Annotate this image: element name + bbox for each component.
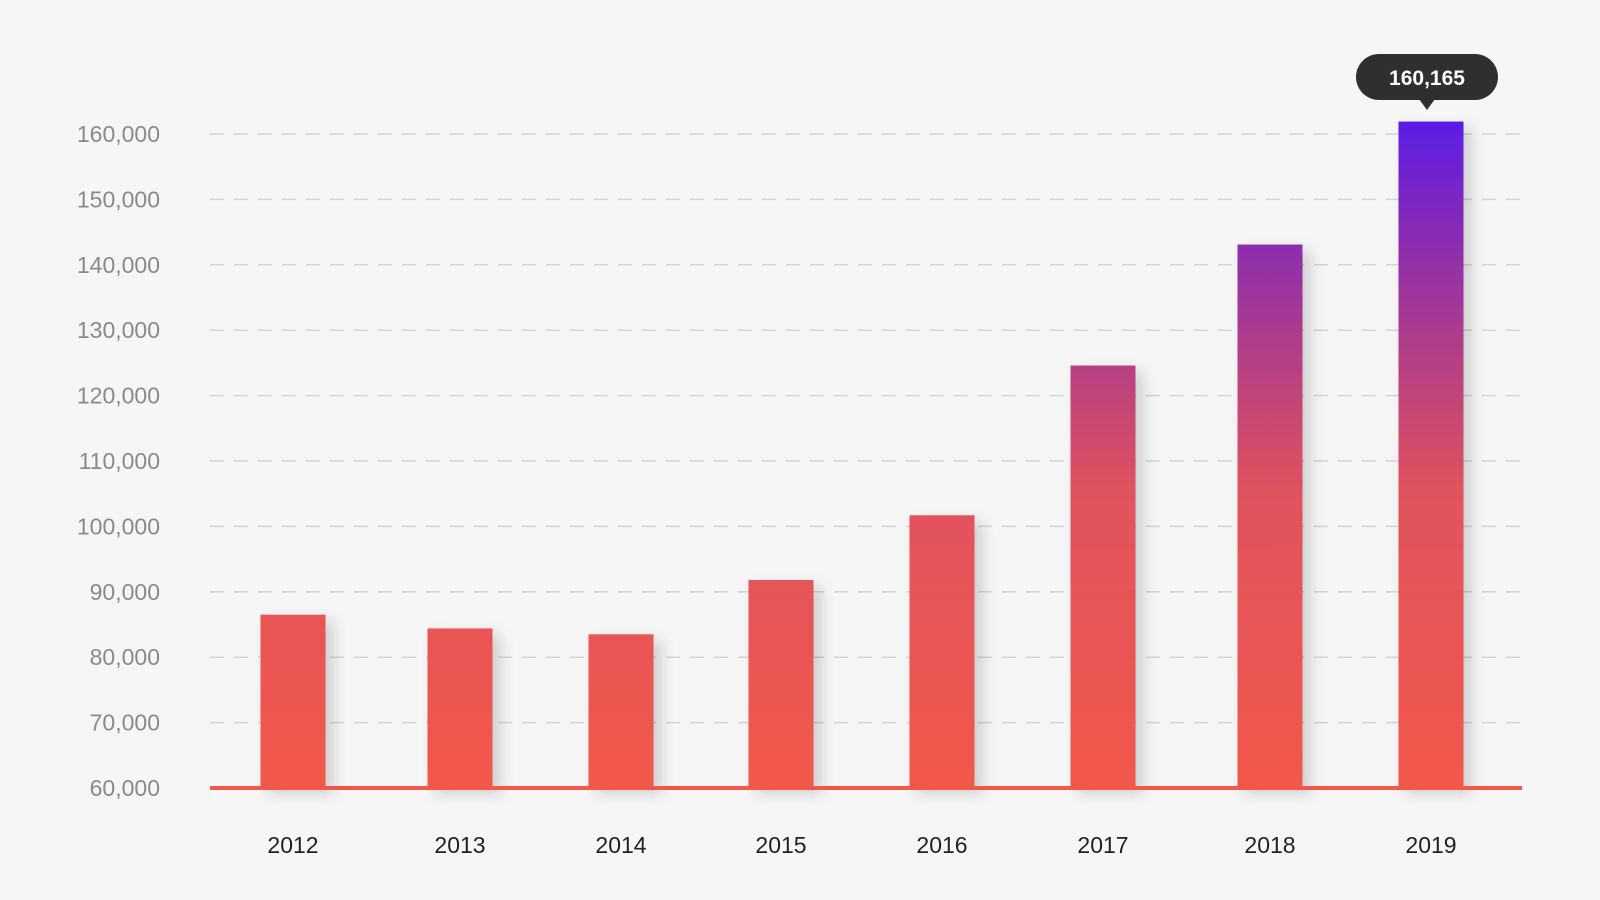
y-tick-label: 70,000 [90,710,160,736]
bar-2019[interactable] [1398,121,1464,789]
y-tick-label: 120,000 [77,383,160,409]
y-tick-label: 110,000 [79,448,160,474]
bars [260,121,1464,789]
bar-2013[interactable] [427,628,493,788]
bar-2014[interactable] [588,634,654,788]
x-tick-label: 2013 [434,832,485,858]
gridlines [210,133,1522,724]
bar-2012[interactable] [260,614,326,788]
x-tick-label: 2016 [916,832,967,858]
tooltip-pointer [1419,99,1435,110]
tooltip-value: 160,165 [1389,67,1465,90]
tooltip-bubble [1356,54,1498,100]
y-tick-label: 60,000 [90,775,160,801]
x-tick-label: 2017 [1077,832,1128,858]
y-tick-label: 100,000 [77,513,160,539]
x-tick-label: 2019 [1405,832,1456,858]
y-tick-label: 160,000 [77,121,160,147]
value-tooltip: 160,165 [1356,54,1498,110]
bar-2016[interactable] [909,515,975,788]
y-tick-label: 90,000 [90,579,160,605]
bar-2015[interactable] [748,580,814,788]
y-tick-label: 130,000 [77,317,160,343]
x-tick-label: 2012 [267,832,318,858]
x-tick-label: 2015 [755,832,806,858]
y-axis: 60,000 70,000 80,000 90,000 100,000 110,000 12… [77,121,160,801]
x-tick-label: 2018 [1244,832,1295,858]
x-axis: 2012 2013 2014 2015 2016 2017 2018 2019 [267,832,1456,858]
y-tick-label: 150,000 [77,186,160,212]
bar-2018[interactable] [1237,244,1303,788]
bar-2017[interactable] [1070,365,1136,788]
x-tick-label: 2014 [595,832,646,858]
y-tick-label: 80,000 [90,644,160,670]
y-tick-label: 140,000 [77,252,160,278]
